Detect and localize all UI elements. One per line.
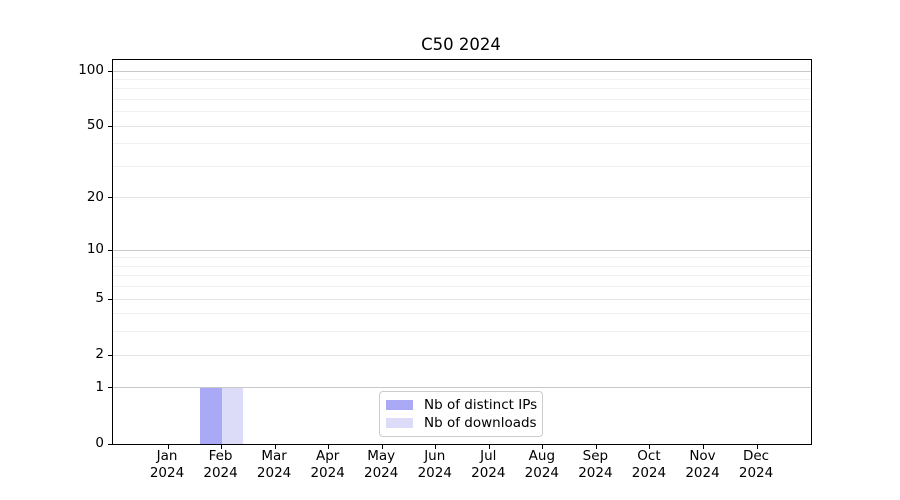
gridline-minor [113,257,811,259]
gridline-major [113,70,811,72]
x-tick-mark [328,445,330,449]
gridline-minor [113,286,811,288]
x-tick-mark [756,445,758,449]
gridline-minor [113,275,811,277]
x-axis-tick-label: Aug 2024 [507,448,577,481]
y-axis-tick-label: 50 [86,117,104,134]
x-tick-month: Sep [582,448,609,464]
legend-swatch [386,418,413,428]
gridline-major [113,249,811,251]
legend-item: Nb of distinct IPs [386,396,538,414]
gridline-minor [113,331,811,333]
x-tick-year: 2024 [578,464,613,481]
gridline-major [113,354,811,356]
gridline-minor [113,79,811,80]
y-tick-mark [108,354,112,356]
x-tick-month: Aug [528,448,556,464]
x-axis-tick-label: Apr 2024 [293,448,363,481]
x-tick-month: Nov [689,448,716,464]
x-tick-mark [274,445,276,449]
gridline-minor [113,111,811,113]
legend-label: Nb of distinct IPs [424,396,538,413]
x-tick-mark [435,445,437,449]
x-tick-month: May [367,448,396,464]
x-tick-mark [649,445,651,449]
legend-item: Nb of downloads [386,414,537,432]
gridline-minor [113,313,811,315]
gridline-major [113,125,811,127]
y-tick-mark [108,249,112,251]
x-axis-tick-label: Nov 2024 [668,448,738,481]
legend-swatch [386,400,413,410]
x-axis-tick-label: Jan 2024 [132,448,202,481]
x-tick-year: 2024 [256,464,292,481]
gridline-minor [113,265,811,267]
y-axis-tick-label: 20 [86,188,104,205]
x-tick-year: 2024 [738,464,774,481]
plot-area [108,59,812,449]
y-tick-mark [108,387,112,389]
x-tick-year: 2024 [417,464,452,481]
x-tick-month: Mar [261,448,287,464]
x-tick-month: Jun [424,448,446,464]
x-tick-year: 2024 [149,464,185,481]
x-tick-mark [703,445,704,449]
legend: Nb of distinct IPs Nb of downloads [379,391,543,437]
x-axis-tick-label: Sep 2024 [560,448,630,481]
x-tick-mark [488,445,490,449]
x-tick-month: Feb [208,448,233,464]
gridline-minor [113,143,811,145]
y-axis-tick-label: 0 [95,435,104,451]
x-tick-year: 2024 [631,464,667,481]
y-tick-mark [108,443,112,445]
x-tick-mark [381,445,383,449]
x-tick-year: 2024 [685,464,720,481]
x-tick-year: 2024 [471,464,506,481]
x-axis-tick-label: Mar 2024 [239,448,309,481]
x-tick-year: 2024 [203,464,238,481]
x-tick-month: Oct [637,448,661,464]
x-tick-month: Apr [315,448,340,464]
gridline-major [113,298,811,300]
x-axis-tick-label: Feb 2024 [186,448,256,481]
y-tick-mark [108,298,112,300]
x-tick-mark [595,445,597,449]
x-tick-year: 2024 [310,464,345,481]
x-tick-mark [221,445,223,449]
gridline-minor [113,166,811,168]
bar-nb-of-distinct-ips [200,388,222,444]
y-tick-mark [108,125,112,127]
gridline-minor [113,88,811,90]
x-axis-tick-label: Jul 2024 [453,448,523,481]
x-axis-tick-label: Dec 2024 [721,448,791,481]
chart-title: C50 2024 [421,35,501,54]
x-tick-month: Jul [480,448,497,464]
x-axis-tick-label: Jun 2024 [400,448,470,481]
x-tick-year: 2024 [364,464,399,481]
y-axis-tick-label: 100 [78,62,104,79]
y-tick-mark [108,70,112,72]
x-tick-year: 2024 [524,464,560,481]
x-tick-mark [542,445,544,449]
x-axis-tick-label: Oct 2024 [614,448,684,481]
x-tick-mark [167,445,169,449]
x-tick-month: Jan [156,448,178,464]
y-axis-tick-label: 2 [95,346,104,363]
y-axis-tick-label: 1 [95,378,104,395]
y-tick-mark [108,197,112,199]
x-axis-tick-label: May 2024 [346,448,416,481]
bar-nb-of-downloads [221,388,243,444]
y-axis-tick-label: 10 [86,241,104,258]
gridline-minor [113,99,811,101]
x-tick-month: Dec [742,448,770,464]
y-axis-tick-label: 5 [95,290,104,307]
legend-label: Nb of downloads [424,414,537,431]
gridline-major [113,197,811,199]
